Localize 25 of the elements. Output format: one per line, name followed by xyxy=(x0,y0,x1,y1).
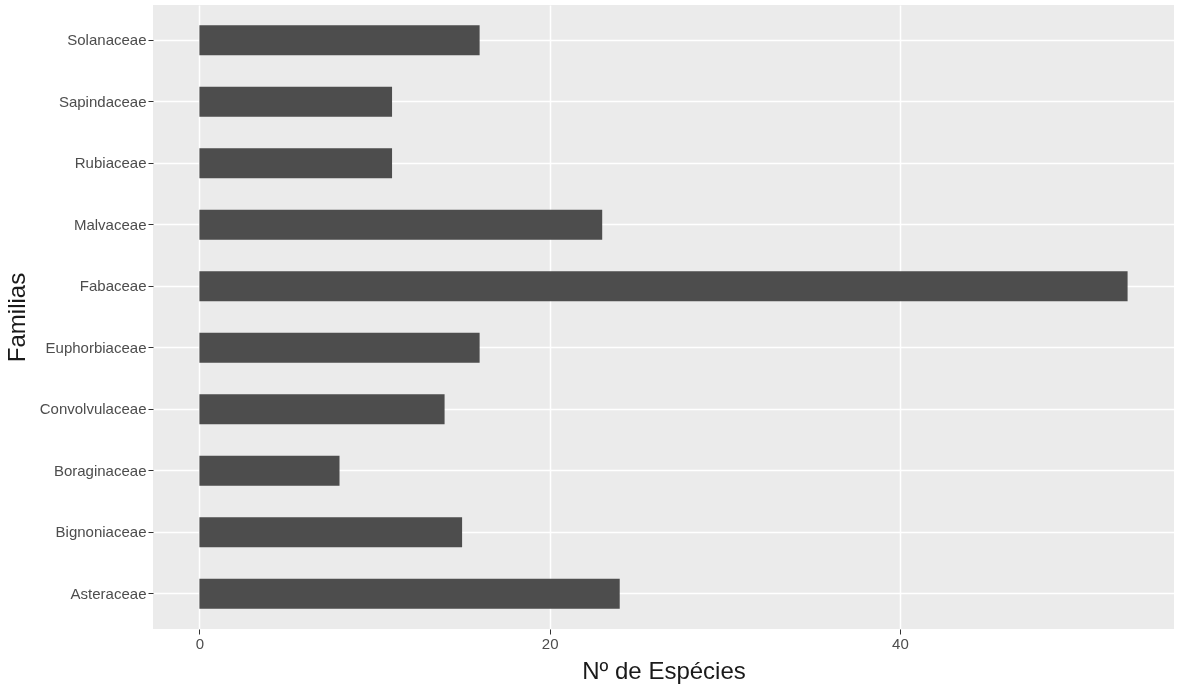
bar xyxy=(199,209,603,240)
x-axis-title: Nº de Espécies xyxy=(582,656,746,684)
bar xyxy=(199,455,340,486)
y-tick-label: Fabaceae xyxy=(79,277,147,295)
y-tick-label: Solanaceae xyxy=(67,31,147,49)
y-tick-label: Malvaceae xyxy=(73,215,147,233)
bar xyxy=(199,332,480,363)
y-tick-label: Sapindaceae xyxy=(58,92,147,110)
bar xyxy=(199,25,480,56)
y-tick-label: Convolvulaceae xyxy=(39,400,147,418)
bar xyxy=(199,86,393,117)
bar xyxy=(199,394,445,425)
y-tick-label: Boraginaceae xyxy=(53,461,147,479)
x-tick-label: 40 xyxy=(892,634,909,652)
y-tick-label: Asteraceae xyxy=(70,584,147,602)
bar xyxy=(199,148,393,179)
bar xyxy=(199,517,463,548)
y-tick-label: Euphorbiaceae xyxy=(45,338,147,356)
x-tick-label: 0 xyxy=(195,634,205,652)
y-axis-title: Familias xyxy=(2,272,30,363)
bar xyxy=(199,271,1128,302)
y-tick-label: Rubiaceae xyxy=(74,154,147,172)
y-tick-label: Bignoniaceae xyxy=(55,523,147,541)
x-tick-label: 20 xyxy=(541,634,559,652)
bar xyxy=(199,578,620,609)
